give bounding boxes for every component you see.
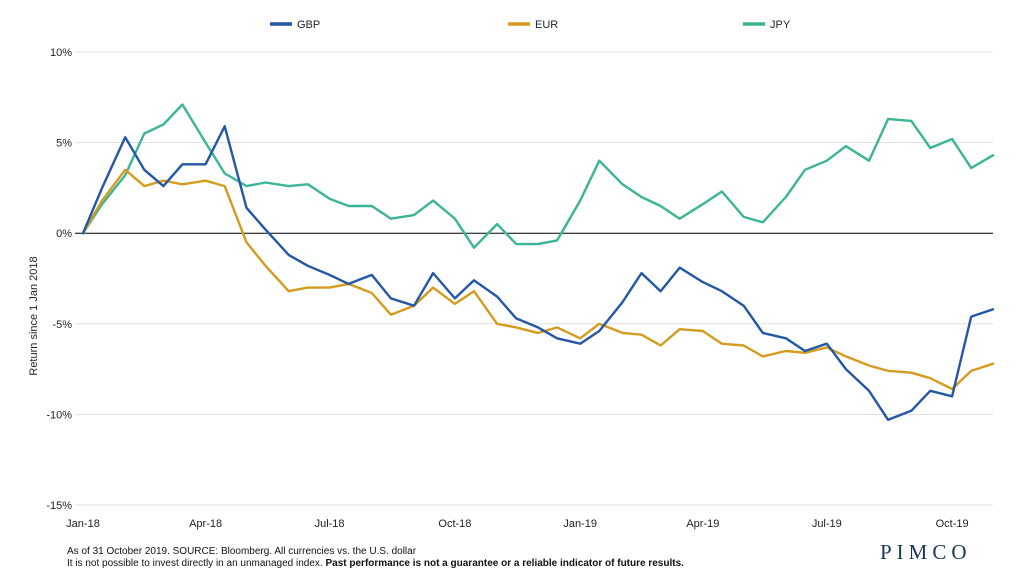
y-axis-ticks: 10% 5% 0% -5% -10% -15% (46, 47, 72, 512)
x-tick-label: Apr-18 (189, 518, 222, 530)
y-tick-label: 5% (56, 138, 72, 150)
x-tick-label: Jan-19 (563, 518, 597, 530)
disclaimer-text: It is not possible to invest directly in… (67, 558, 326, 569)
source-footnote: As of 31 October 2019. SOURCE: Bloomberg… (67, 546, 417, 557)
x-tick-label: Oct-18 (438, 518, 471, 530)
y-tick-label: 10% (50, 47, 72, 59)
x-tick-label: Jul-18 (315, 518, 345, 530)
chart-legend: GBP EUR JPY (270, 19, 791, 31)
series-lines (81, 103, 995, 421)
gridlines (75, 51, 993, 506)
disclaimer-footnote: It is not possible to invest directly in… (67, 558, 684, 570)
pimco-logo: PIMCO (880, 540, 972, 564)
legend-label-gbp: GBP (297, 19, 320, 31)
series-line-eur (81, 168, 995, 391)
y-tick-label: 0% (56, 228, 72, 240)
y-tick-label: -5% (52, 319, 72, 331)
y-tick-label: -10% (46, 409, 72, 421)
x-tick-label: Apr-19 (686, 518, 719, 530)
legend-label-eur: EUR (535, 19, 558, 31)
y-axis-label: Return since 1 Jan 2018 (28, 256, 40, 375)
x-tick-label: Jan-18 (66, 518, 100, 530)
legend-label-jpy: JPY (770, 19, 791, 31)
x-axis-ticks: Jan-18 Apr-18 Jul-18 Oct-18 Jan-19 Apr-19 Jul-… (66, 518, 968, 530)
series-line-gbp (81, 125, 995, 421)
series-line-jpy (81, 103, 995, 249)
y-tick-label: -15% (46, 500, 72, 512)
x-tick-label: Oct-19 (936, 518, 969, 530)
x-tick-label: Jul-19 (812, 518, 842, 530)
disclaimer-bold-text: Past performance is not a guarantee or a… (325, 558, 684, 569)
